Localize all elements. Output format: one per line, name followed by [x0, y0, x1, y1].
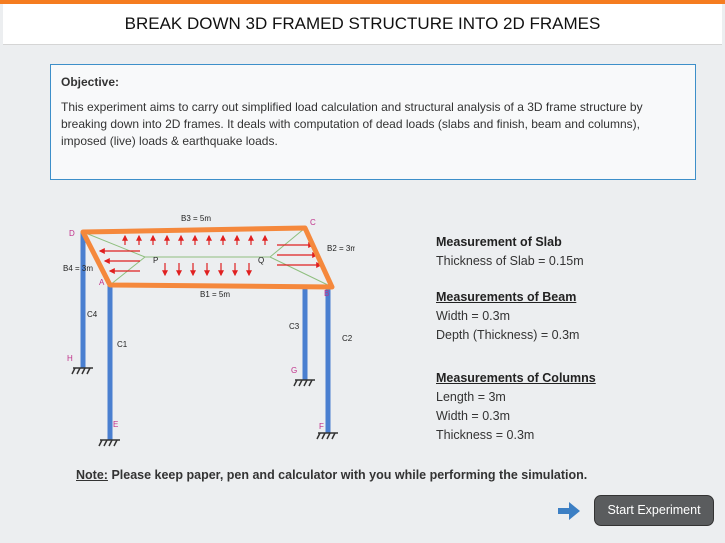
- slab-item: Thickness of Slab = 0.15m: [436, 254, 584, 268]
- beam-item: Width = 0.3m: [436, 309, 510, 323]
- title: BREAK DOWN 3D FRAMED STRUCTURE INTO 2D F…: [124, 14, 601, 33]
- slab-measurements: Measurement of Slab Thickness of Slab = …: [436, 233, 584, 271]
- label: B2 = 3m: [327, 244, 355, 253]
- slab-heading: Measurement of Slab: [436, 235, 562, 249]
- label: G: [291, 366, 297, 375]
- objective-box: Objective: This experiment aims to carry…: [50, 64, 696, 180]
- column-measurements: Measurements of Columns Length = 3m Widt…: [436, 369, 596, 445]
- label: C3: [289, 322, 300, 331]
- load-arrows: [98, 234, 323, 277]
- label: P: [153, 256, 158, 265]
- label: C: [310, 218, 316, 227]
- top-bar: [0, 0, 725, 4]
- note-label: Note:: [76, 468, 108, 482]
- label: A: [99, 278, 105, 287]
- label: B: [324, 289, 329, 298]
- frame-diagram: B3 = 5m D C B2 = 3m B4 = 3m P Q A B B1 =…: [63, 214, 355, 447]
- label: Q: [258, 256, 264, 265]
- label: C1: [117, 340, 128, 349]
- label: F: [319, 422, 324, 431]
- label: H: [67, 354, 73, 363]
- label: B4 = 3m: [63, 264, 93, 273]
- columns: [80, 232, 331, 440]
- column-item: Width = 0.3m: [436, 409, 510, 423]
- objective-heading: Objective:: [61, 75, 120, 89]
- column-item: Thickness = 0.3m: [436, 428, 535, 442]
- start-button[interactable]: Start Experiment: [594, 495, 714, 526]
- header: BREAK DOWN 3D FRAMED STRUCTURE INTO 2D F…: [3, 4, 722, 45]
- label: E: [113, 420, 118, 429]
- label: C4: [87, 310, 98, 319]
- slab-lines: [82, 227, 333, 288]
- beam-heading: Measurements of Beam: [436, 290, 577, 304]
- label: D: [69, 229, 75, 238]
- labels: B3 = 5m D C B2 = 3m B4 = 3m P Q A B B1 =…: [63, 214, 355, 431]
- note: Note: Please keep paper, pen and calcula…: [76, 468, 587, 482]
- columns-heading: Measurements of Columns: [436, 371, 596, 385]
- column-item: Length = 3m: [436, 390, 506, 404]
- beam-measurements: Measurements of Beam Width = 0.3m Depth …: [436, 288, 579, 345]
- beam-item: Depth (Thickness) = 0.3m: [436, 328, 580, 342]
- label: B3 = 5m: [181, 214, 211, 223]
- supports: [71, 367, 338, 447]
- arrow-icon: [558, 502, 580, 520]
- slab-outline: [80, 225, 335, 290]
- note-text: Please keep paper, pen and calculator wi…: [111, 468, 588, 482]
- label: C2: [342, 334, 353, 343]
- objective-text: This experiment aims to carry out simpli…: [61, 100, 643, 148]
- label: B1 = 5m: [200, 290, 230, 299]
